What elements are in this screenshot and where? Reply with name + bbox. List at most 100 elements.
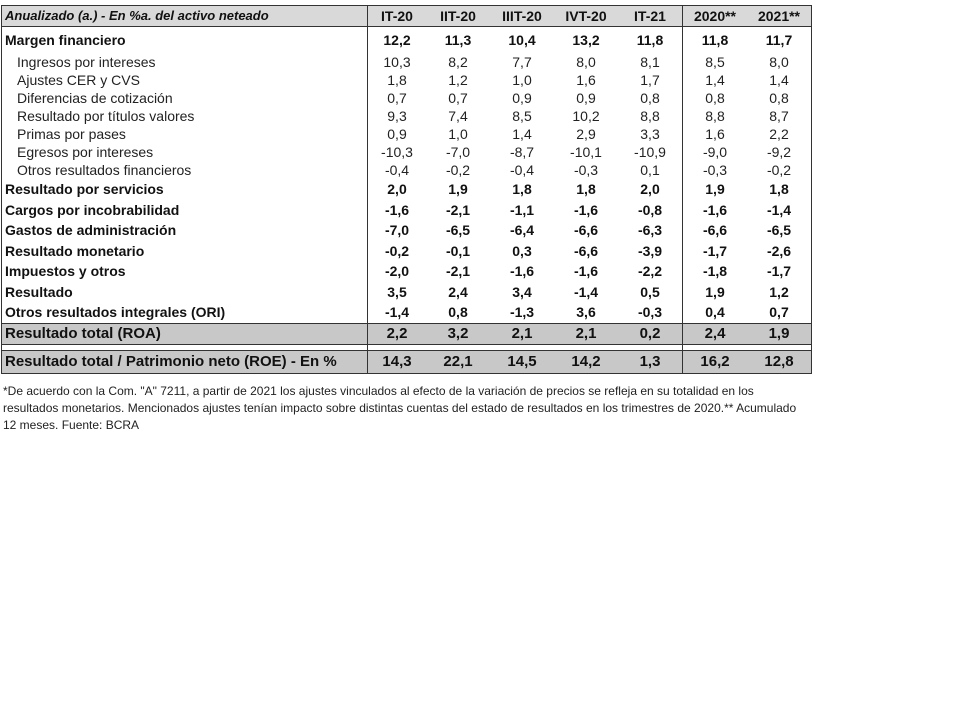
cell-value: 14,3	[367, 349, 426, 374]
col-header: 2020**	[682, 5, 747, 27]
row-label: Resultado total / Patrimonio neto (ROE) …	[1, 349, 368, 374]
row-label: Resultado por títulos valores	[1, 107, 368, 125]
footnote: *De acuerdo con la Com. "A" 7211, a part…	[3, 384, 797, 432]
cell-value: -10,3	[381, 144, 413, 160]
cell-value: 8,5	[705, 54, 725, 70]
row-label: Resultado total (ROA)	[1, 322, 368, 345]
table-row: Otros resultados financieros -0,4 -0,2 -0,4…	[1, 161, 812, 179]
cell-value: 22,1	[426, 349, 490, 374]
cell-value: 0,9	[576, 90, 596, 106]
cell-value: 0,5	[618, 281, 683, 302]
cell-value: -1,7	[702, 242, 728, 259]
cell-value: 8,1	[618, 53, 683, 71]
spacer-row	[1, 344, 812, 350]
cell-value: 2,4	[448, 283, 468, 300]
row-label: Ajustes CER y CVS	[1, 71, 368, 89]
cell-value: -0,2	[747, 161, 812, 179]
cell-value: -0,8	[618, 199, 683, 220]
cell-value: 8,0	[747, 53, 812, 71]
cell-value: 2,0	[618, 179, 683, 200]
row-label: Resultado monetario	[1, 240, 368, 261]
cell-value: -6,4	[509, 222, 535, 238]
cell-value: 0,8	[448, 304, 468, 320]
cell-value: 1,6	[576, 72, 596, 88]
table-row: Resultado monetario -0,2 -0,1 0,3 -6,6 -3,9 -1…	[1, 240, 812, 261]
cell-value: 0,3	[512, 242, 532, 259]
cell-value: -1,6	[509, 263, 535, 279]
col-header: IIT-20	[426, 5, 490, 27]
cell-value: -1,6	[702, 201, 728, 218]
col-header: IIIT-20	[490, 5, 554, 27]
cell-value: 3,6	[576, 304, 596, 320]
cell-value: 9,3	[387, 108, 407, 124]
cell-value: -1,3	[509, 304, 535, 320]
table-header-row: Anualizado (a.) - En %a. del activo nete…	[1, 5, 812, 27]
cell-value: 8,8	[705, 108, 725, 124]
table-row: Margen financiero 12,2 11,3 10,4 13,2 11,8 11,…	[1, 26, 812, 53]
cell-value: 10,3	[383, 54, 411, 70]
cell-value: 1,9	[705, 181, 725, 197]
cell-value: 1,8	[576, 181, 596, 197]
cell-value: 1,2	[448, 72, 468, 88]
cell-value: 1,0	[448, 126, 468, 142]
cell-value: 1,0	[512, 72, 532, 88]
cell-value: -6,5	[445, 222, 471, 238]
cell-value: -6,3	[618, 220, 683, 241]
cell-value: 14,2	[554, 349, 618, 374]
cell-value: 2,0	[387, 181, 407, 197]
profitability-table: Anualizado (a.) - En %a. del activo nete…	[1, 5, 812, 374]
cell-value: 0,7	[747, 302, 812, 323]
cell-value: -6,5	[747, 220, 812, 241]
cell-value: 11,3	[444, 32, 472, 48]
cell-value: -0,2	[445, 162, 471, 178]
cell-value: -0,3	[702, 162, 728, 178]
col-header: IT-20	[367, 5, 426, 27]
cell-value: 0,7	[387, 90, 407, 106]
cell-value: -6,6	[573, 242, 599, 259]
cell-value: -0,4	[509, 162, 535, 178]
cell-value: -8,7	[509, 144, 535, 160]
cell-value: 11,8	[618, 26, 683, 53]
table-row: Resultado 3,5 2,4 3,4 -1,4 0,5 1,9 1,2	[1, 281, 812, 302]
table-row: Otros resultados integrales (ORI) -1,4 0,8…	[1, 302, 812, 323]
table-row: Diferencias de cotización 0,7 0,7 0,9 0,9 0,8…	[1, 89, 812, 107]
cell-value: 1,4	[512, 126, 532, 142]
table-row: Gastos de administración -7,0 -6,5 -6,4 -6,6…	[1, 220, 812, 241]
table-row: Cargos por incobrabilidad -1,6 -2,1 -1,1 -1,…	[1, 199, 812, 220]
cell-value: -6,6	[573, 222, 599, 238]
cell-value: 0,8	[705, 90, 725, 106]
cell-value: -2,6	[747, 240, 812, 261]
header-label: Anualizado (a.) - En %a. del activo nete…	[1, 5, 368, 27]
cell-value: 13,2	[572, 32, 600, 48]
cell-value: -1,7	[747, 261, 812, 282]
cell-value: 14,5	[490, 349, 554, 374]
row-label: Resultado por servicios	[1, 179, 368, 200]
cell-value: -10,1	[570, 144, 602, 160]
cell-value: 0,4	[705, 304, 725, 320]
cell-value: 1,9	[448, 181, 468, 197]
cell-value: -1,4	[573, 283, 599, 300]
table-row: Resultado por títulos valores 9,3 7,4 8,5 10…	[1, 107, 812, 125]
cell-value: 7,4	[448, 108, 468, 124]
cell-value: 8,0	[576, 54, 596, 70]
cell-value: 1,4	[747, 71, 812, 89]
cell-value: 11,7	[747, 26, 812, 53]
col-header: IVT-20	[554, 5, 618, 27]
cell-value: -9,2	[747, 143, 812, 161]
cell-value: 0,9	[387, 126, 407, 142]
cell-value: -1,8	[702, 263, 728, 279]
cell-value: 8,2	[448, 54, 468, 70]
cell-value: 11,8	[701, 32, 729, 48]
cell-value: 1,9	[747, 322, 812, 345]
table-row: Impuestos y otros -2,0 -2,1 -1,6 -1,6 -2,2 -1,…	[1, 261, 812, 282]
cell-value: -1,1	[509, 201, 535, 218]
cell-value: -3,9	[618, 240, 683, 261]
cell-value: -2,2	[618, 261, 683, 282]
cell-value: 16,2	[682, 349, 747, 374]
cell-value: 8,5	[512, 108, 532, 124]
cell-value: 7,7	[512, 54, 532, 70]
cell-value: -1,4	[747, 199, 812, 220]
row-label: Impuestos y otros	[1, 261, 368, 282]
cell-value: 1,8	[387, 72, 407, 88]
table-row: Resultado por servicios 2,0 1,9 1,8 1,8 2,0 1,…	[1, 179, 812, 200]
